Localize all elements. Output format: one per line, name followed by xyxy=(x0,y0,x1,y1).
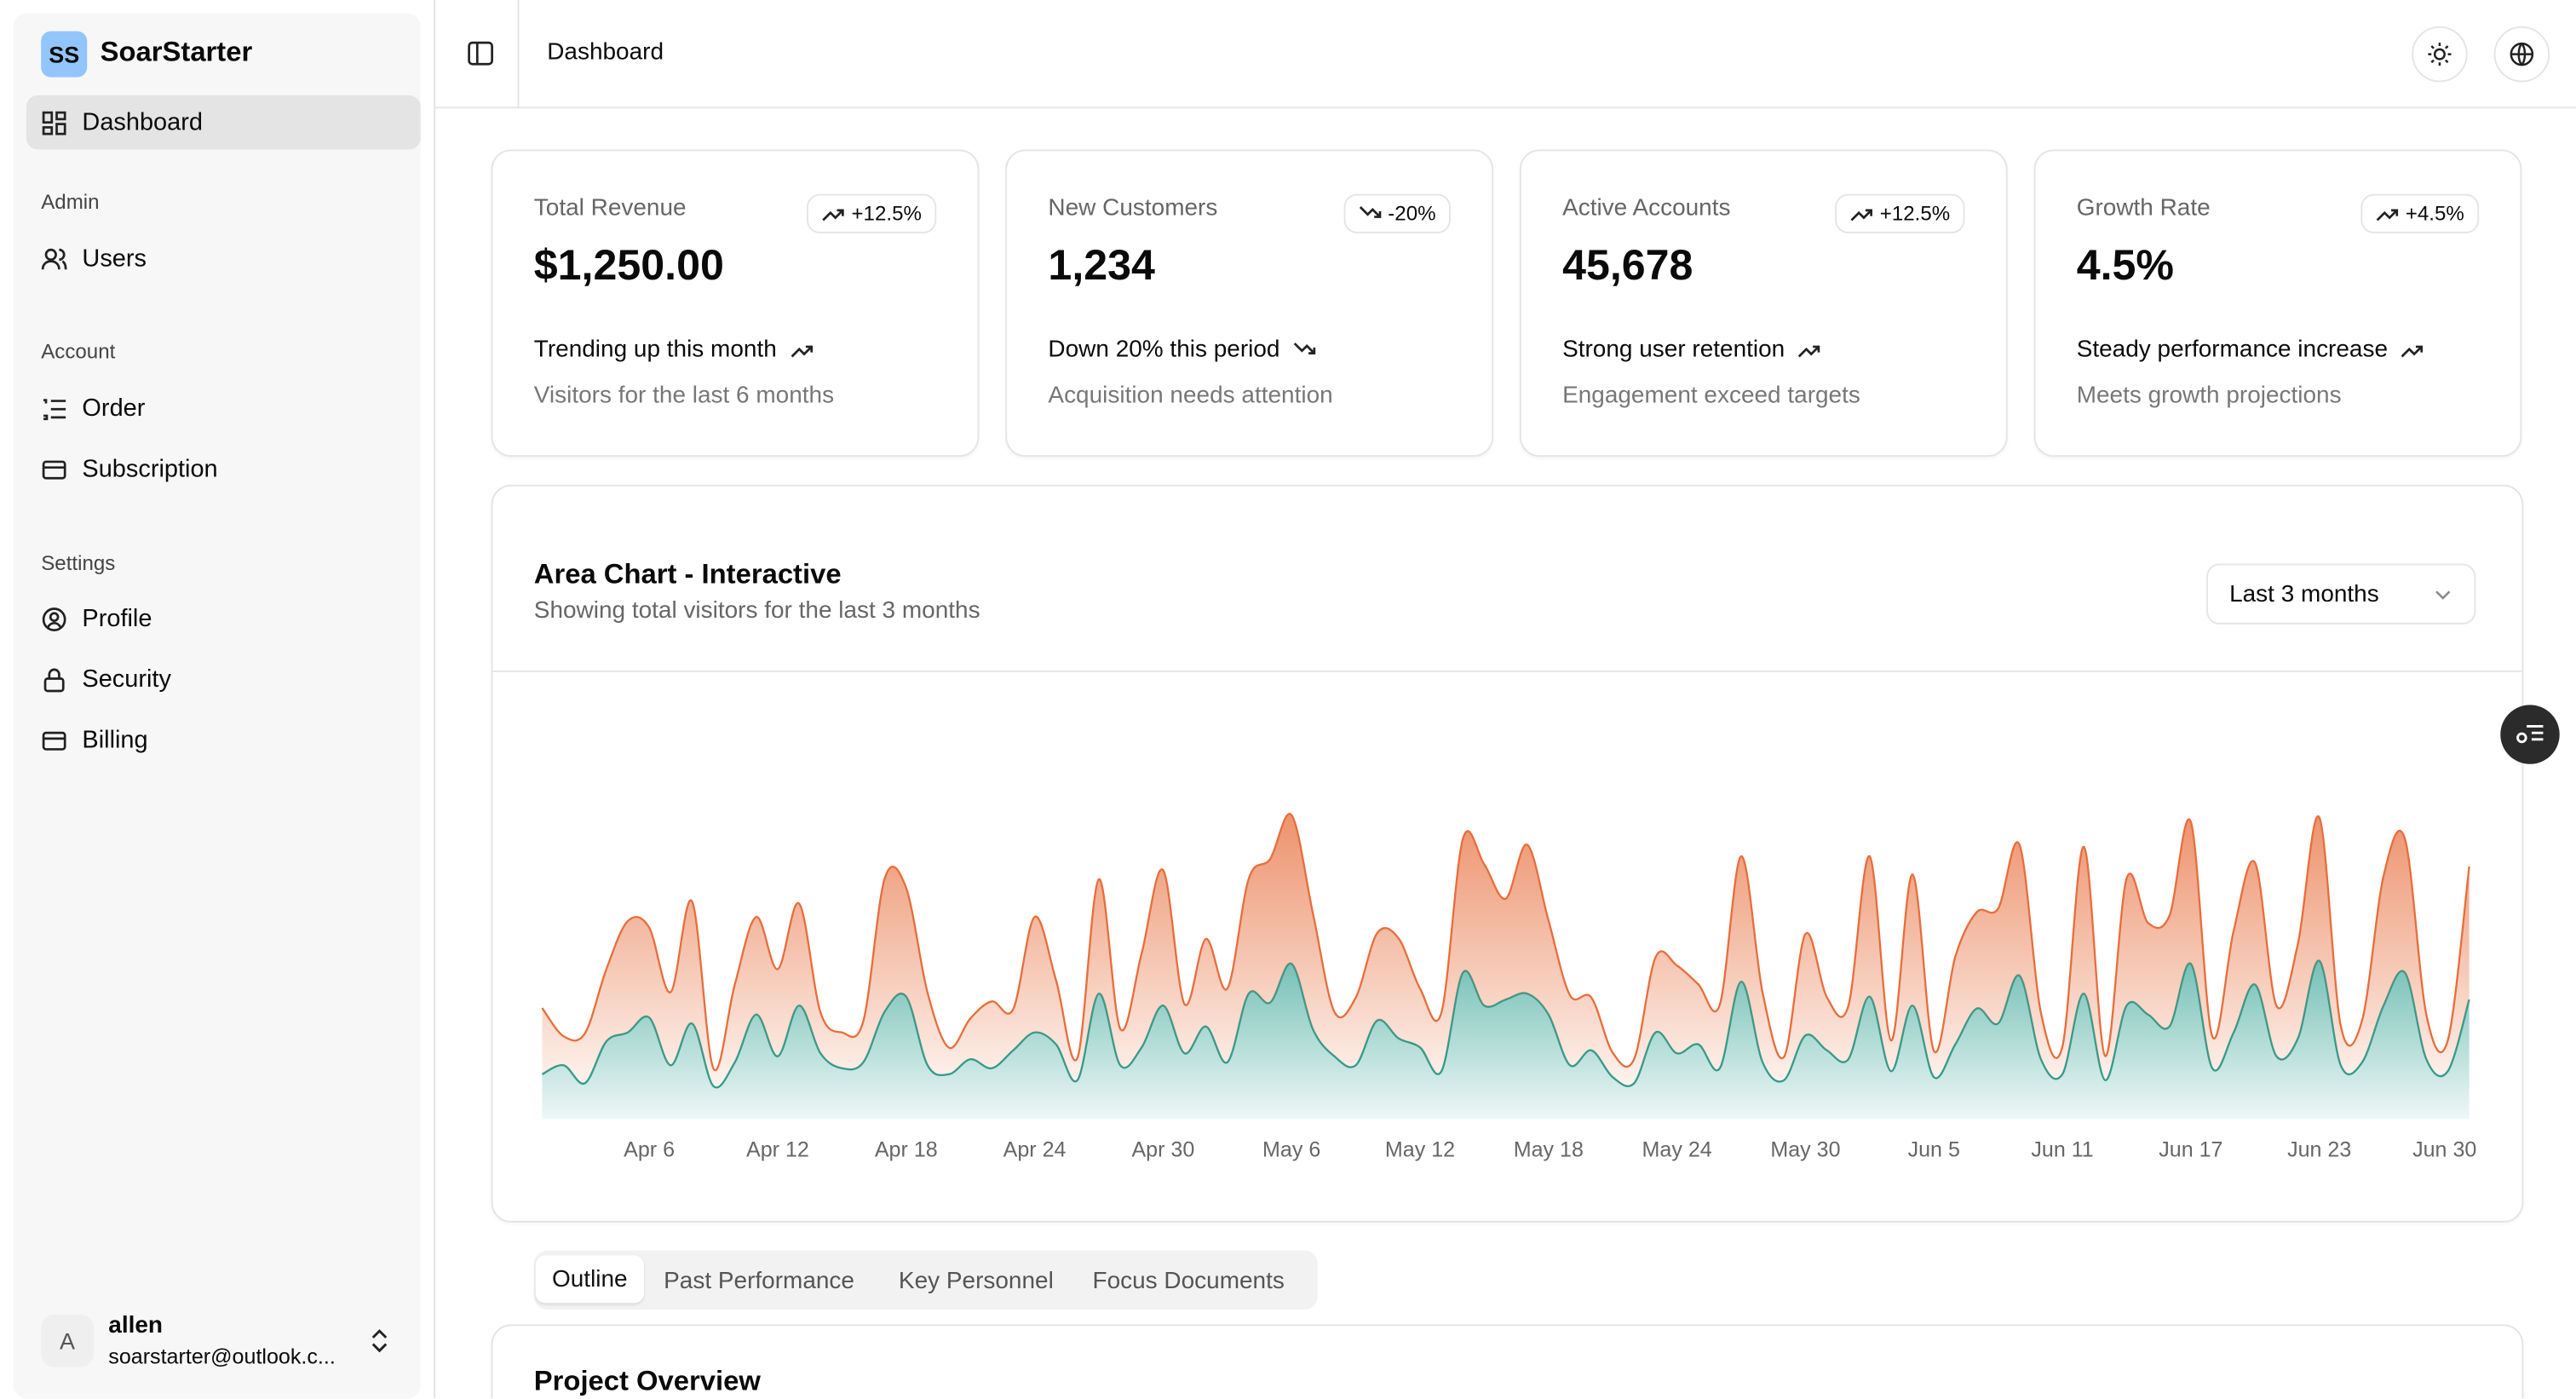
x-tick-label: Apr 30 xyxy=(1131,1138,1194,1162)
language[interactable] xyxy=(2493,26,2550,83)
x-tick-label: Jun 17 xyxy=(2159,1138,2222,1162)
page-title: Dashboard xyxy=(547,39,664,66)
nav-label: Subscription xyxy=(82,455,218,483)
chart-title: Area Chart - Interactive xyxy=(533,558,842,590)
select-value: Last 3 months xyxy=(2229,580,2379,607)
brand: SoarStarter xyxy=(100,36,253,68)
sidebar: SS SoarStarter Dashboard Admin Users Acc… xyxy=(13,13,421,1399)
tab-bar xyxy=(533,1250,1318,1310)
nav-label: Dashboard xyxy=(82,108,203,137)
floating-button[interactable] xyxy=(2500,705,2560,764)
stat-label: Active Accounts xyxy=(1562,195,1731,222)
nav-label: Order xyxy=(82,394,146,423)
user-email: soarstarter@outlook.c... xyxy=(108,1344,336,1369)
x-tick-label: Jun 11 xyxy=(2031,1138,2093,1162)
stat-trend: Steady performance increase xyxy=(2077,337,2424,363)
theme-toggle[interactable] xyxy=(2412,26,2468,83)
x-tick-label: May 30 xyxy=(1770,1138,1840,1162)
stat-note: Engagement exceed targets xyxy=(1562,383,1860,410)
area-line xyxy=(541,813,2470,1072)
x-tick-label: May 6 xyxy=(1262,1138,1320,1162)
stat-value: 4.5% xyxy=(2076,239,2175,290)
badge-text: +4.5% xyxy=(2405,202,2464,226)
nav-label: Users xyxy=(82,245,147,273)
area xyxy=(542,960,2470,1120)
stat-card: Growth Rate +4.5% 4.5% Steady performance i… xyxy=(2033,149,2522,458)
x-tick-label: Jun 5 xyxy=(1908,1138,1960,1162)
group-title: Settings xyxy=(41,551,116,575)
nav-label: Security xyxy=(82,665,171,694)
section-title: Project Overview xyxy=(533,1365,761,1397)
x-tick-label: May 12 xyxy=(1385,1138,1455,1162)
area xyxy=(542,814,2470,1088)
nav-profile[interactable]: Profile xyxy=(26,591,421,646)
trend-text: Down 20% this period xyxy=(1048,337,1280,364)
x-tick-label: Apr 18 xyxy=(875,1138,938,1162)
tab[interactable]: Past Performance xyxy=(664,1268,854,1295)
x-tick-label: Apr 24 xyxy=(1003,1138,1067,1162)
nav-users[interactable]: Users xyxy=(26,232,421,286)
logo: SS xyxy=(41,31,88,78)
stat-label: New Customers xyxy=(1048,195,1218,222)
nav-subscription[interactable]: Subscription xyxy=(26,442,421,497)
stat-value: 1,234 xyxy=(1048,239,1155,290)
x-tick-label: Apr 6 xyxy=(624,1138,675,1162)
x-tick-label: May 24 xyxy=(1642,1138,1712,1162)
user-name: allen xyxy=(108,1312,164,1339)
nav-order[interactable]: Order xyxy=(26,381,421,435)
stat-label: Growth Rate xyxy=(2076,195,2211,222)
badge-text: +12.5% xyxy=(1879,202,1951,226)
stat-note: Visitors for the last 6 months xyxy=(533,383,835,410)
group-title: Account xyxy=(41,340,116,364)
badge-text: +12.5% xyxy=(851,202,922,226)
sidebar-toggle[interactable] xyxy=(467,39,495,67)
stat-badge: +12.5% xyxy=(1835,193,1965,233)
x-tick-label: Apr 12 xyxy=(746,1138,809,1162)
stat-label: Total Revenue xyxy=(533,195,687,222)
trend-text: Trending up this month xyxy=(533,337,777,364)
stat-note: Meets growth projections xyxy=(2076,383,2342,410)
tab[interactable]: Focus Documents xyxy=(1092,1268,1285,1295)
range-select[interactable]: Last 3 months xyxy=(2206,563,2476,625)
stat-card: Active Accounts +12.5% 45,678 Strong user r… xyxy=(1519,149,2008,458)
stat-trend: Strong user retention xyxy=(1562,337,1821,363)
stat-note: Acquisition needs attention xyxy=(1048,383,1333,410)
stat-badge: -20% xyxy=(1343,193,1451,233)
stat-value: $1,250.00 xyxy=(533,239,724,290)
stat-card: New Customers -20% 1,234 Down 20% this peri… xyxy=(1005,149,1494,458)
stat-card: Total Revenue +12.5% $1,250.00 Trending up … xyxy=(491,149,980,458)
stat-trend: Down 20% this period xyxy=(1048,337,1316,364)
trend-text: Strong user retention xyxy=(1562,337,1785,364)
stat-trend: Trending up this month xyxy=(534,337,813,363)
user-menu[interactable] xyxy=(368,1327,391,1354)
nav-dashboard[interactable]: Dashboard xyxy=(26,95,421,150)
x-tick-label: May 18 xyxy=(1514,1138,1584,1162)
tab[interactable]: Outline xyxy=(535,1255,644,1304)
stat-badge: +4.5% xyxy=(2360,193,2480,233)
x-tick-label: Jun 23 xyxy=(2287,1138,2351,1162)
badge-text: -20% xyxy=(1388,202,1436,226)
nav-security[interactable]: Security xyxy=(26,653,421,707)
avatar: A xyxy=(41,1314,94,1367)
x-tick-label: Jun 30 xyxy=(2412,1138,2476,1162)
trend-text: Steady performance increase xyxy=(2076,337,2388,364)
tab[interactable]: Key Personnel xyxy=(898,1268,1054,1295)
stat-badge: +12.5% xyxy=(807,193,937,233)
chart-subtitle: Showing total visitors for the last 3 mo… xyxy=(533,597,980,625)
stat-value: 45,678 xyxy=(1562,239,1693,290)
overview-card: Project Overview xyxy=(491,1324,2524,1399)
nav-label: Profile xyxy=(82,604,152,633)
nav-billing[interactable]: Billing xyxy=(26,713,421,768)
group-title: Admin xyxy=(41,190,100,214)
nav-label: Billing xyxy=(82,726,148,755)
